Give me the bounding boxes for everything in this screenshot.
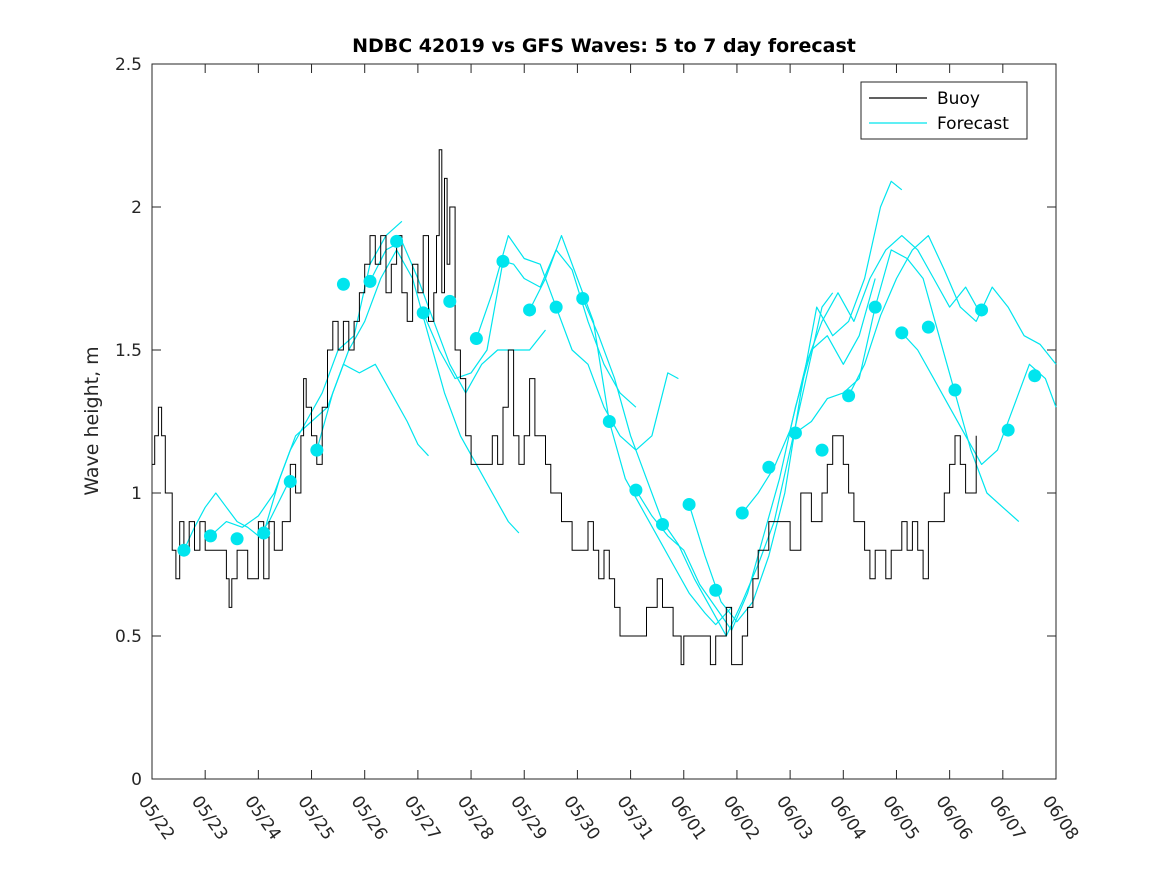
forecast-marker xyxy=(310,443,324,457)
forecast-marker xyxy=(735,506,749,520)
forecast-marker xyxy=(788,426,802,440)
plot-area xyxy=(151,63,1057,780)
legend: Buoy Forecast xyxy=(860,81,1028,140)
forecast-series-line xyxy=(475,235,679,451)
buoy-series-line xyxy=(152,149,977,666)
y-tick-label: 2 xyxy=(131,198,142,218)
y-tick-label: 0.5 xyxy=(115,627,142,647)
forecast-series-line xyxy=(741,235,983,514)
forecast-marker xyxy=(363,274,377,288)
forecast-marker xyxy=(602,415,616,428)
forecast-marker xyxy=(868,300,882,314)
forecast-marker xyxy=(629,483,643,497)
forecast-marker xyxy=(416,306,430,320)
forecast-marker xyxy=(203,529,217,543)
chart-title: NDBC 42019 vs GFS Waves: 5 to 7 day fore… xyxy=(352,35,856,57)
y-tick-label: 1.5 xyxy=(115,341,142,361)
forecast-series-line xyxy=(901,332,1057,465)
legend-label: Forecast xyxy=(937,114,1009,134)
forecast-marker xyxy=(895,326,909,340)
forecast-marker xyxy=(230,532,244,546)
y-tick-label: 1 xyxy=(131,484,142,504)
forecast-marker xyxy=(948,383,962,397)
legend-box xyxy=(860,81,1028,140)
y-tick-label: 2.5 xyxy=(115,55,142,75)
forecast-marker xyxy=(469,332,483,346)
forecast-marker xyxy=(655,517,669,531)
forecast-series-line xyxy=(848,235,1057,397)
forecast-marker xyxy=(257,526,271,540)
forecast-series-line xyxy=(635,278,876,631)
forecast-marker xyxy=(390,234,404,248)
forecast-marker xyxy=(682,497,696,511)
forecast-marker xyxy=(921,320,935,334)
forecast-marker xyxy=(283,475,297,489)
forecast-marker xyxy=(762,460,776,474)
y-axis: 0 0.5 1 1.5 2 2.5 xyxy=(115,55,1056,790)
forecast-marker xyxy=(443,294,457,308)
forecast-marker xyxy=(496,254,510,268)
forecast-marker xyxy=(815,443,829,457)
legend-label: Buoy xyxy=(937,89,980,109)
forecast-marker xyxy=(549,300,563,314)
forecast-marker xyxy=(336,277,350,291)
y-axis-label: Wave height, m xyxy=(81,346,103,495)
forecast-series-line xyxy=(263,363,429,534)
forecast-marker xyxy=(842,389,856,403)
axes-box xyxy=(151,63,1057,780)
forecast-marker xyxy=(709,583,723,597)
forecast-marker xyxy=(975,303,989,317)
forecast-marker xyxy=(1001,423,1015,437)
y-tick-label: 0 xyxy=(131,770,142,790)
forecast-marker xyxy=(1028,369,1042,383)
forecast-marker xyxy=(177,543,191,557)
forecast-marker xyxy=(523,303,537,317)
forecast-marker xyxy=(576,292,590,306)
